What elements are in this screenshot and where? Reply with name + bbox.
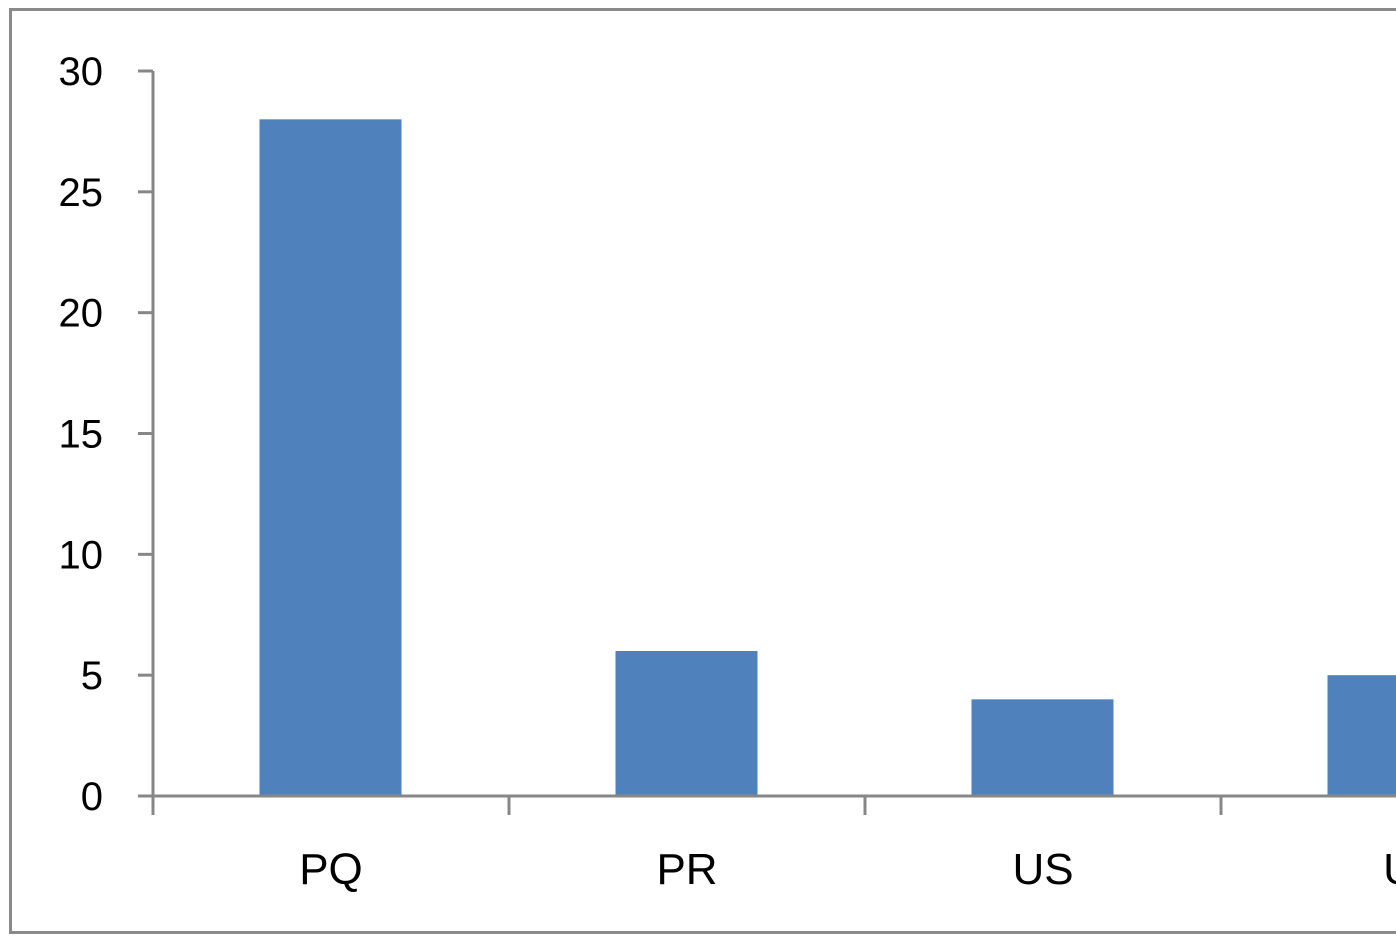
y-axis-labels: 0 5 10 15 20 25 30: [59, 50, 104, 819]
y-tick-label: 5: [81, 654, 103, 698]
y-tick-label: 25: [59, 171, 104, 215]
bar-pr: [615, 651, 758, 796]
x-tick-label: PR: [656, 845, 717, 894]
y-tick-label: 0: [81, 775, 103, 819]
bar-us: [971, 699, 1114, 796]
x-tick-label: PQ: [299, 845, 363, 894]
y-axis-ticks: [138, 69, 153, 798]
y-tick-label: 30: [59, 50, 104, 94]
y-tick-label: 15: [59, 413, 104, 457]
axes: [138, 71, 1396, 798]
x-axis-ticks: [151, 796, 1223, 815]
bars: [259, 119, 1396, 797]
x-tick-label: US: [1012, 845, 1073, 894]
y-tick-label: 20: [59, 292, 104, 336]
bar-u: [1327, 675, 1396, 796]
y-tick-label: 10: [59, 533, 104, 577]
x-tick-label: U: [1383, 845, 1396, 894]
x-axis-labels: PQ PR US U: [299, 845, 1396, 894]
bar-pq: [259, 119, 402, 797]
